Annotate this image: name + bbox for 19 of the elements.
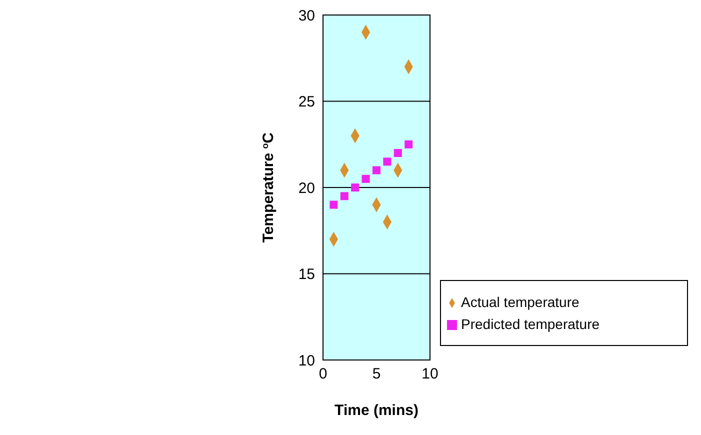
x-axis-title: Time (mins) <box>334 402 418 419</box>
point <box>372 166 380 174</box>
point <box>330 200 338 209</box>
y-tick-label: 25 <box>298 94 315 111</box>
legend-label: Predicted temperature <box>461 316 600 332</box>
x-tick-label: 5 <box>372 366 381 383</box>
point <box>383 158 392 166</box>
y-tick-label: 15 <box>298 266 315 284</box>
y-tick-label: 30 <box>298 7 315 24</box>
point <box>394 149 402 157</box>
y-tick-label: 10 <box>298 352 315 370</box>
y-tick-label: 20 <box>298 180 315 197</box>
point <box>362 174 370 183</box>
x-tick-label: 0 <box>318 366 328 383</box>
legend-label: Actual temperature <box>461 294 580 310</box>
point <box>404 140 413 148</box>
point <box>351 184 360 192</box>
x-tick-label: 10 <box>422 366 438 383</box>
point <box>340 192 348 200</box>
